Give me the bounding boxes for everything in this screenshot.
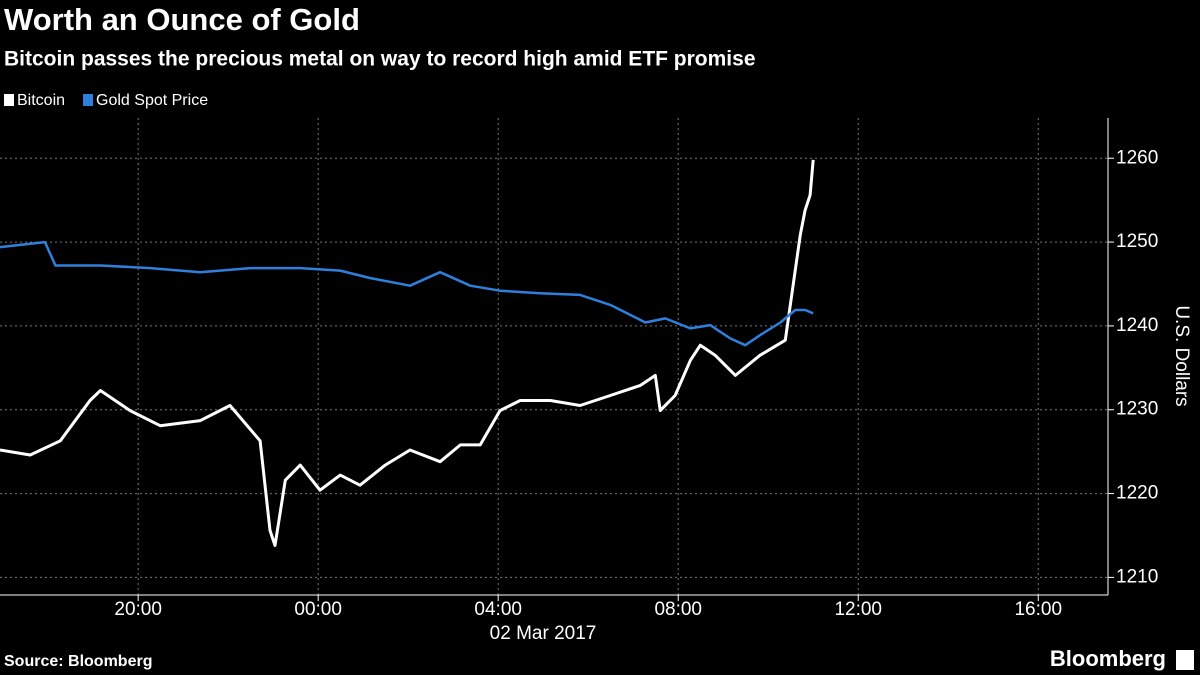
y-tick-label: 1230 bbox=[1116, 399, 1158, 420]
x-tick-label: 12:00 bbox=[834, 599, 882, 620]
date-label: 02 Mar 2017 bbox=[490, 623, 597, 644]
y-tick-label: 1240 bbox=[1116, 315, 1158, 336]
x-tick-label: 20:00 bbox=[114, 599, 162, 620]
y-axis-label: U.S. Dollars bbox=[1171, 305, 1192, 406]
legend-label: Gold Spot Price bbox=[96, 92, 208, 109]
y-tick-label: 1220 bbox=[1116, 483, 1158, 504]
legend-swatch bbox=[4, 94, 14, 106]
legend-label: Bitcoin bbox=[17, 92, 65, 109]
legend-swatch bbox=[83, 94, 94, 106]
chart-title: Worth an Ounce of Gold bbox=[4, 2, 360, 37]
x-tick-label: 00:00 bbox=[294, 599, 342, 620]
chart-subtitle: Bitcoin passes the precious metal on way… bbox=[4, 48, 756, 71]
brand-icon bbox=[1176, 650, 1194, 670]
y-tick-label: 1250 bbox=[1116, 231, 1158, 252]
series-line bbox=[0, 159, 815, 547]
y-tick-label: 1210 bbox=[1116, 566, 1158, 587]
x-tick-label: 08:00 bbox=[654, 599, 702, 620]
y-tick-label: 1260 bbox=[1116, 147, 1158, 168]
brand: Bloomberg bbox=[1050, 646, 1166, 671]
x-tick-label: 04:00 bbox=[474, 599, 522, 620]
x-tick-label: 16:00 bbox=[1014, 599, 1062, 620]
series-line bbox=[0, 240, 814, 347]
source: Source: Bloomberg bbox=[4, 653, 152, 670]
